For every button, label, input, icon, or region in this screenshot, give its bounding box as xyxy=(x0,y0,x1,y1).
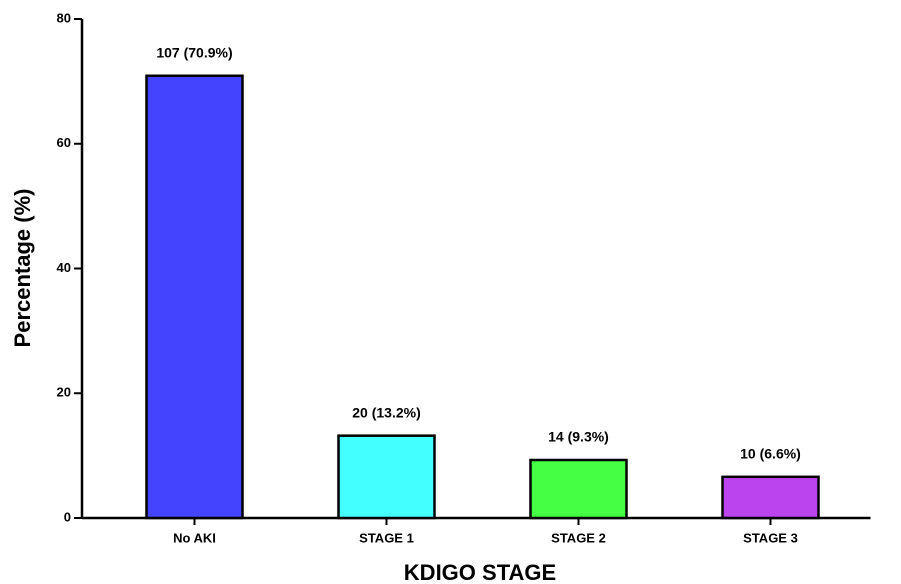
x-tick-label: STAGE 3 xyxy=(743,530,798,545)
value-label: 10 (6.6%) xyxy=(740,446,801,462)
y-tick-label: 80 xyxy=(57,10,71,25)
bar xyxy=(721,475,820,520)
bar xyxy=(145,74,244,520)
bar xyxy=(337,434,436,520)
value-label: 20 (13.2%) xyxy=(352,404,420,420)
bar xyxy=(529,458,628,520)
y-axis-label: Percentage (%) xyxy=(10,189,35,348)
x-tick-label: No AKI xyxy=(173,530,216,545)
value-label: 14 (9.3%) xyxy=(548,429,609,445)
x-tick-label: STAGE 2 xyxy=(551,530,606,545)
y-tick-label: 20 xyxy=(57,385,71,400)
value-label: 107 (70.9%) xyxy=(156,44,232,60)
y-tick-label: 40 xyxy=(57,260,71,275)
x-axis-label: KDIGO STAGE xyxy=(404,560,556,584)
y-tick-label: 60 xyxy=(57,135,71,150)
x-tick-label: STAGE 1 xyxy=(359,530,414,545)
y-tick-label: 0 xyxy=(64,509,71,524)
